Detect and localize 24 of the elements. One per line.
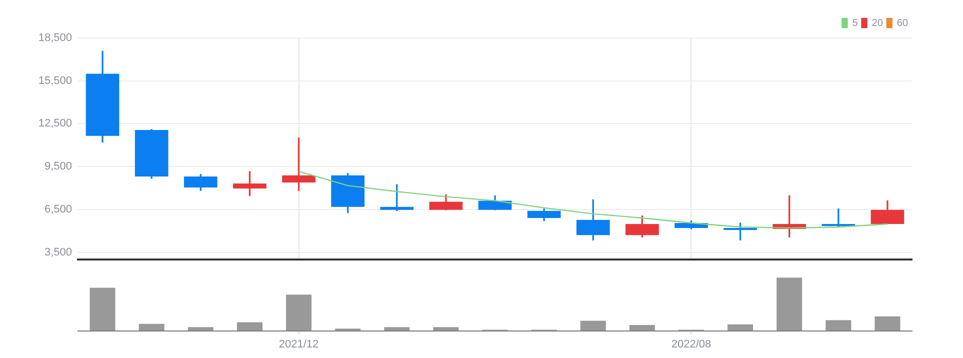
x-tick-label: 2021/12 bbox=[278, 338, 319, 350]
y-tick-label: 15,500 bbox=[38, 74, 72, 87]
legend-label: 5 bbox=[852, 18, 858, 29]
bar bbox=[629, 324, 655, 331]
bar bbox=[826, 320, 852, 331]
bar bbox=[90, 288, 116, 331]
bar bbox=[384, 327, 410, 331]
bar bbox=[433, 327, 459, 331]
bar bbox=[874, 316, 900, 331]
bar bbox=[728, 324, 754, 331]
bar bbox=[188, 327, 214, 331]
bar bbox=[580, 320, 606, 331]
x-tick-label: 2022/08 bbox=[671, 338, 712, 350]
bar bbox=[236, 322, 262, 331]
y-tick-label: 6,500 bbox=[44, 203, 72, 216]
bar bbox=[138, 324, 164, 331]
y-tick-label: 18,500 bbox=[38, 32, 72, 44]
bar bbox=[286, 294, 312, 331]
bar bbox=[776, 278, 802, 331]
y-tick-label: 9,500 bbox=[44, 160, 72, 173]
y-tick-label: 12,500 bbox=[38, 118, 72, 130]
legend-label: 20 bbox=[872, 18, 884, 29]
y-tick-label: 3,500 bbox=[44, 246, 72, 258]
legend-label: 60 bbox=[896, 18, 908, 29]
